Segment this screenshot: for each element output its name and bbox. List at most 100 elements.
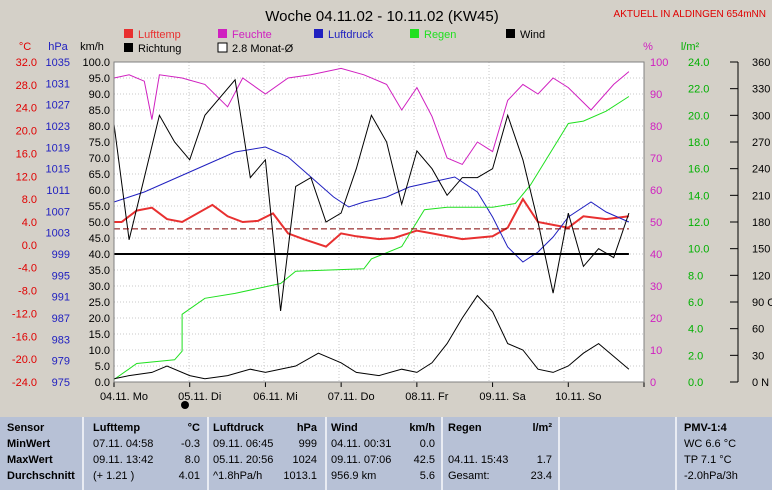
x-tick-label: 10.11. So bbox=[555, 391, 601, 403]
wind-axis-tick: 65.0 bbox=[89, 169, 110, 181]
wind-header: Wind bbox=[331, 422, 358, 434]
wind-axis-tick: 95.0 bbox=[89, 73, 110, 85]
temp-avg-trend: (+ 1.21 ) bbox=[93, 470, 135, 482]
temp-axis-tick: 24.0 bbox=[16, 103, 37, 115]
column-divider bbox=[207, 417, 209, 490]
pressure-axis-tick: 987 bbox=[52, 313, 70, 325]
wind-axis-tick: 50.0 bbox=[89, 217, 110, 229]
rain-axis-tick: 14.0 bbox=[688, 190, 709, 202]
wind-axis-tick: 0.0 bbox=[95, 377, 110, 389]
series-wind bbox=[113, 294, 630, 380]
humidity-axis-tick: 40 bbox=[650, 249, 662, 261]
rain-axis-tick: 10.0 bbox=[688, 244, 709, 256]
column-divider bbox=[82, 417, 84, 490]
luftdruck-unit: hPa bbox=[296, 422, 317, 434]
column-divider bbox=[558, 417, 560, 490]
pmv-dewpoint: TP 7.1 °C bbox=[684, 454, 732, 466]
rain-axis-tick: 18.0 bbox=[688, 137, 709, 149]
pressure-axis-tick: 1015 bbox=[46, 164, 70, 176]
series-regen bbox=[113, 96, 630, 380]
pressure-axis-unit: hPa bbox=[48, 41, 68, 53]
wind-axis-tick: 35.0 bbox=[89, 265, 110, 277]
legend-swatch bbox=[217, 42, 228, 53]
lufttemp-header: Lufttemp bbox=[93, 422, 141, 434]
direction-axis-tick: 150 bbox=[752, 244, 770, 256]
chart-subtitle: AKTUELL IN ALDINGEN 654mNN bbox=[614, 9, 766, 20]
press-max-time: 05.11. 20:56 bbox=[213, 454, 274, 466]
direction-axis-tick: 330 bbox=[752, 84, 770, 96]
pressure-axis-tick: 979 bbox=[52, 356, 70, 368]
temp-axis-unit: °C bbox=[19, 41, 31, 53]
humidity-axis-tick: 80 bbox=[650, 121, 662, 133]
wind-axis-tick: 85.0 bbox=[89, 105, 110, 117]
temp-max-time: 09.11. 13:42 bbox=[93, 454, 154, 466]
row-label-max: MaxWert bbox=[7, 454, 53, 466]
wind-axis-tick: 30.0 bbox=[89, 281, 110, 293]
humidity-axis-tick: 50 bbox=[650, 217, 662, 229]
rain-axis-tick: 16.0 bbox=[688, 164, 709, 176]
temp-axis-tick: 12.0 bbox=[16, 171, 37, 183]
wind-axis-tick: 5.0 bbox=[95, 361, 110, 373]
wind-axis-tick: 40.0 bbox=[89, 249, 110, 261]
press-avg-trend: ^1.8hPa/h bbox=[213, 470, 263, 482]
pressure-axis-tick: 1027 bbox=[46, 100, 70, 112]
rain-axis-tick: 4.0 bbox=[688, 324, 703, 336]
pressure-axis-tick: 1023 bbox=[46, 121, 70, 133]
weather-chart: Woche 04.11.02 - 10.11.02 (KW45) AKTUELL… bbox=[11, 8, 772, 409]
wind-axis-tick: 100.0 bbox=[82, 57, 110, 69]
temp-axis-tick: 4.0 bbox=[22, 217, 37, 229]
humidity-axis-tick: 60 bbox=[650, 185, 662, 197]
direction-axis-tick: 180 S bbox=[752, 217, 772, 229]
rain-axis-unit: l/m² bbox=[681, 41, 700, 53]
temp-axis-tick: -16.0 bbox=[12, 331, 37, 343]
humidity-axis-tick: 10 bbox=[650, 345, 662, 357]
x-tick-label: 07.11. Do bbox=[328, 391, 375, 403]
pressure-axis-tick: 1011 bbox=[46, 185, 70, 197]
legend-swatch bbox=[218, 29, 227, 38]
wind-min-value: 0.0 bbox=[419, 438, 435, 450]
sensor-header: Sensor bbox=[7, 422, 45, 434]
rain-total-value: 23.4 bbox=[530, 470, 552, 482]
rain-axis-tick: 24.0 bbox=[688, 57, 709, 69]
humidity-axis-tick: 100 bbox=[650, 57, 668, 69]
legend-swatch bbox=[124, 43, 133, 52]
x-tick-label: 08.11. Fr bbox=[405, 391, 449, 403]
humidity-axis-unit: % bbox=[643, 41, 653, 53]
pressure-axis-tick: 1031 bbox=[46, 78, 70, 90]
pmv-windchill: WC 6.6 °C bbox=[684, 438, 737, 450]
rain-axis-tick: 8.0 bbox=[688, 270, 703, 282]
now-marker bbox=[181, 401, 189, 409]
legend-swatch bbox=[506, 29, 515, 38]
temp-axis-tick: -20.0 bbox=[12, 354, 37, 366]
series-lufttemp bbox=[114, 197, 630, 248]
rain-axis-tick: 20.0 bbox=[688, 110, 709, 122]
pressure-axis-tick: 995 bbox=[52, 270, 70, 282]
pressure-axis-tick: 999 bbox=[52, 249, 70, 261]
rain-axis-tick: 6.0 bbox=[688, 297, 703, 309]
humidity-axis-tick: 90 bbox=[650, 89, 662, 101]
wind-min-time: 04.11. 00:31 bbox=[331, 438, 392, 450]
pressure-axis-tick: 983 bbox=[52, 334, 70, 346]
direction-axis-tick: 90 O bbox=[752, 297, 772, 309]
temp-axis-tick: -8.0 bbox=[18, 286, 37, 298]
legend-label: Wind bbox=[520, 29, 545, 41]
temp-axis-tick: -12.0 bbox=[12, 308, 37, 320]
column-divider bbox=[675, 417, 677, 490]
x-tick-label: 09.11. Sa bbox=[479, 391, 526, 403]
wind-axis-tick: 80.0 bbox=[89, 121, 110, 133]
wind-axis-tick: 90.0 bbox=[89, 89, 110, 101]
wind-axis-tick: 55.0 bbox=[89, 201, 110, 213]
column-divider bbox=[325, 417, 327, 490]
legend-label: Regen bbox=[424, 29, 456, 41]
pressure-axis-tick: 975 bbox=[52, 377, 70, 389]
legend-label: 2.8 Monat-Ø bbox=[232, 43, 294, 55]
humidity-axis-tick: 20 bbox=[650, 313, 662, 325]
wind-distance: 956.9 km bbox=[331, 470, 377, 482]
pressure-axis-tick: 1003 bbox=[46, 228, 70, 240]
plot-border bbox=[113, 61, 645, 383]
chart-legend: Lufttemp Feuchte Luftdruck Regen Wind Richtun… bbox=[124, 29, 545, 55]
legend-label: Feuchte bbox=[232, 29, 272, 41]
direction-axis-tick: 60 bbox=[752, 324, 764, 336]
wind-axis-tick: 20.0 bbox=[89, 313, 110, 325]
temp-max-value: 8.0 bbox=[184, 454, 200, 466]
